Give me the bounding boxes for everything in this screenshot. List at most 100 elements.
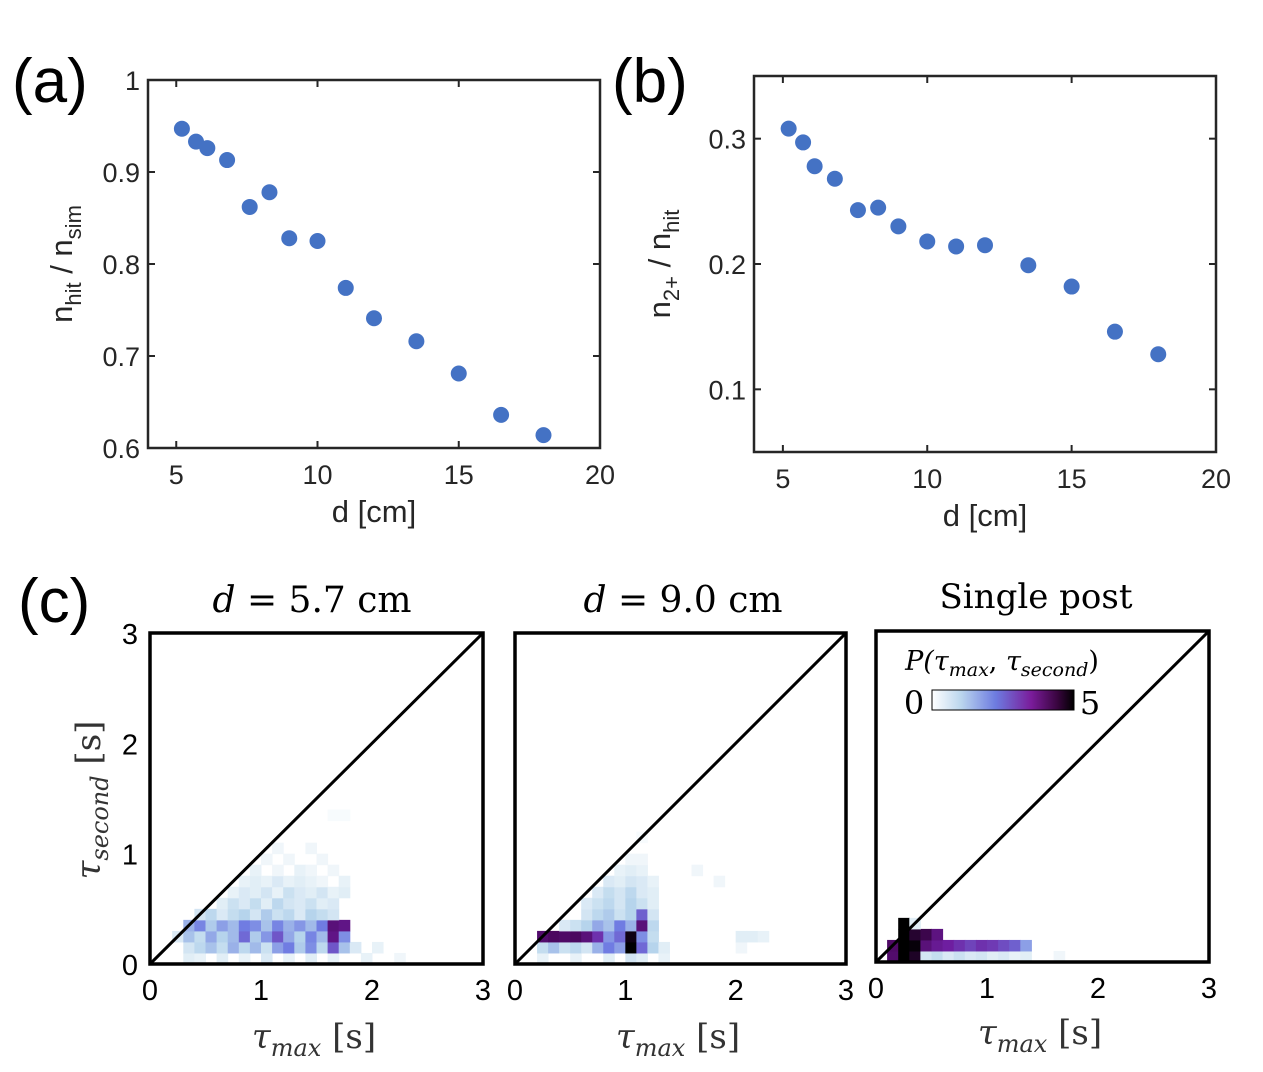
- panel-c2-xtick-label: 3: [838, 975, 854, 1007]
- panel-c1-cell: [272, 886, 284, 899]
- panel-c1-cell: [283, 853, 295, 866]
- panel-c2-cell: [636, 941, 648, 954]
- panel-c1-cell: [272, 908, 284, 921]
- panel-c1-cell: [327, 908, 340, 921]
- panel-c1-cell: [305, 919, 317, 932]
- panel-c1-title: d = 5.7 cm: [212, 580, 411, 621]
- panel-c2-cell: [647, 897, 659, 910]
- panel-c2-cell: [592, 897, 604, 910]
- panel-c2-frame: [513, 631, 848, 966]
- panel-c1-cell: [305, 886, 317, 899]
- panel-c1-cell: [227, 908, 240, 921]
- panel-c1-cell: [327, 930, 340, 943]
- panel-c1-cell: [216, 908, 229, 921]
- panel-c2-cell: [636, 908, 648, 921]
- panel-c1-xlabel: τmax [s]: [252, 1017, 376, 1062]
- panel-c2-cell: [614, 919, 626, 932]
- panel-c1-ticks: 0 1 2 3 0 1 2 3: [122, 619, 491, 1007]
- colorbar-label: P(τmax, τsecond): [904, 646, 1099, 681]
- panel-c2-cell: [581, 908, 593, 921]
- panel-c1-cell: [261, 897, 273, 910]
- panel-c1-cell: [316, 919, 329, 932]
- panel-c2-cell: [614, 897, 626, 910]
- panel-c1-cell: [305, 842, 317, 855]
- panel-c2-heatmap: 0 1 2 3 d = 9.0 cm τmax [s]: [507, 580, 854, 1062]
- panel-label-c: (c): [18, 567, 90, 636]
- panel-c1-ytick-label: 2: [122, 729, 138, 761]
- panel-c2-cell: [614, 941, 626, 954]
- panel-c2-title: d = 9.0 cm: [583, 580, 782, 621]
- panel-a-point: [450, 365, 467, 382]
- panel-c3-cell: [1009, 950, 1021, 963]
- panel-c1-xtick-label: 3: [475, 975, 491, 1007]
- panel-c2-cell: [625, 897, 637, 910]
- panel-c3-cell: [920, 950, 932, 963]
- panel-label-b: (b): [612, 47, 688, 116]
- panel-b-point: [948, 238, 965, 255]
- panel-a-point: [366, 310, 382, 327]
- panel-c3-frame: [874, 629, 1211, 964]
- panel-b-xtick-label: 15: [1057, 464, 1087, 494]
- panel-c1-ytick-label: 0: [122, 950, 138, 982]
- panel-a-point: [408, 333, 425, 350]
- panel-c1-cell: [283, 941, 295, 954]
- panel-c3-xlabel: τmax [s]: [978, 1013, 1102, 1058]
- panel-c1-cell: [338, 919, 351, 932]
- panel-a-xtick-label: 15: [444, 460, 474, 490]
- panel-c2-cell: [614, 930, 626, 943]
- panel-c2-cell: [625, 853, 637, 866]
- panel-b-point: [1020, 257, 1037, 274]
- panel-c1-cell: [372, 941, 384, 954]
- panel-c1-cell: [283, 919, 295, 932]
- panel-c2-cell: [647, 908, 659, 921]
- panel-c1-cell: [305, 897, 317, 910]
- panel-b-xtick-label: 5: [775, 464, 790, 494]
- panel-c3-cell: [975, 950, 988, 963]
- panel-c1-cell: [305, 875, 317, 888]
- panel-c2-cell: [636, 897, 648, 910]
- panel-c2-cell: [735, 941, 748, 954]
- panel-a-point: [219, 152, 236, 169]
- panel-a-ytick-label: 1: [125, 66, 140, 96]
- panel-c1-cell: [261, 908, 273, 921]
- panel-c1-cell: [283, 908, 295, 921]
- panel-c1-cell: [216, 930, 229, 943]
- panel-c2-cell: [559, 919, 571, 932]
- panel-c1-cell: [294, 908, 306, 921]
- panel-c1-cell: [338, 886, 351, 899]
- panel-c1-cell: [272, 919, 284, 932]
- panel-c3-cell: [909, 928, 921, 941]
- panel-c1-cell: [227, 897, 240, 910]
- panel-c2-cell: [559, 941, 571, 954]
- panel-c1-cell: [294, 919, 306, 932]
- panel-a-point: [493, 406, 510, 423]
- panel-c1-cell: [338, 875, 351, 888]
- panel-c2-diagonal: [513, 631, 848, 966]
- panel-c2-cell: [658, 952, 670, 965]
- panel-c2-cell: [570, 930, 582, 943]
- panel-c1-cell: [261, 919, 273, 932]
- panel-c1-cell: [316, 897, 329, 910]
- panel-b-xlabel: d [cm]: [943, 498, 1027, 533]
- panel-b-frame: [752, 74, 1218, 454]
- panel-c1-cell: [194, 919, 206, 932]
- panel-c2-xtick-label: 2: [728, 975, 744, 1007]
- panel-c2-cell: [581, 930, 593, 943]
- panel-c1-cell: [205, 908, 218, 921]
- panel-c1-cell: [349, 941, 362, 954]
- panel-c2-cell: [559, 930, 571, 943]
- panel-c1-cell: [305, 930, 317, 943]
- panel-c1-cell: [316, 941, 329, 954]
- panel-c1-xtick-label: 1: [253, 975, 269, 1007]
- panel-c3-cell: [931, 928, 944, 941]
- panel-c1-cell: [227, 941, 240, 954]
- panel-c2-cell: [537, 941, 549, 954]
- panel-b-point: [890, 218, 907, 235]
- panel-a-xlabel: d [cm]: [332, 494, 416, 529]
- panel-c2-cell: [614, 908, 626, 921]
- panel-label-a: (a): [12, 47, 88, 116]
- panel-c1-cell: [261, 886, 273, 899]
- panel-c2-cell: [592, 941, 604, 954]
- panel-c2-cell: [592, 908, 604, 921]
- panel-c1-cell: [249, 908, 262, 921]
